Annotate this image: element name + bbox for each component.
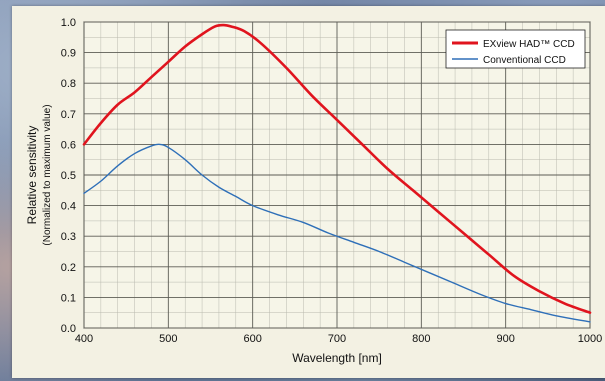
series-line-conventional-ccd [83, 143, 591, 323]
y-tick-label: 0.4 [61, 201, 76, 213]
x-tick-labels: 400 500 600 700 800 900 1000 [75, 333, 602, 345]
y-tick-label: 0.0 [61, 323, 76, 335]
x-tick-label: 600 [243, 333, 261, 345]
y-tick-label: 0.8 [61, 78, 76, 90]
y-axis-title: Relative sensitivity [25, 126, 39, 225]
y-tick-label: 0.5 [61, 170, 76, 182]
y-tick-label: 1.0 [61, 17, 76, 29]
x-tick-label: 1000 [578, 333, 602, 345]
x-tick-label: 500 [159, 333, 177, 345]
y-axis-subtitle: (Normalized to maximum value) [42, 104, 53, 245]
series-line-exview-had-ccd [82, 23, 592, 314]
x-tick-label: 800 [412, 333, 430, 345]
y-tick-label: 0.3 [61, 231, 76, 243]
y-tick-label: 0.1 [61, 292, 76, 304]
y-tick-label: 0.7 [61, 109, 76, 121]
x-axis-title: Wavelength [nm] [292, 351, 382, 365]
legend-box [445, 29, 586, 69]
y-tick-labels: 0.0 0.1 0.2 0.3 0.4 0.5 0.6 0.7 0.8 0.9 1.0 [61, 17, 76, 335]
series-lines [82, 23, 592, 323]
y-tick-label: 0.6 [61, 139, 76, 151]
x-tick-label: 700 [328, 333, 346, 345]
x-tick-label: 400 [75, 333, 93, 345]
legend: EXview HAD™ CCD Conventional CCD [445, 29, 586, 69]
y-tick-label: 0.9 [61, 48, 76, 60]
x-tick-label: 900 [496, 333, 514, 345]
y-tick-label: 0.2 [61, 262, 76, 274]
legend-label-conventional: Conventional CCD [483, 55, 566, 66]
legend-label-exview: EXview HAD™ CCD [483, 39, 575, 50]
